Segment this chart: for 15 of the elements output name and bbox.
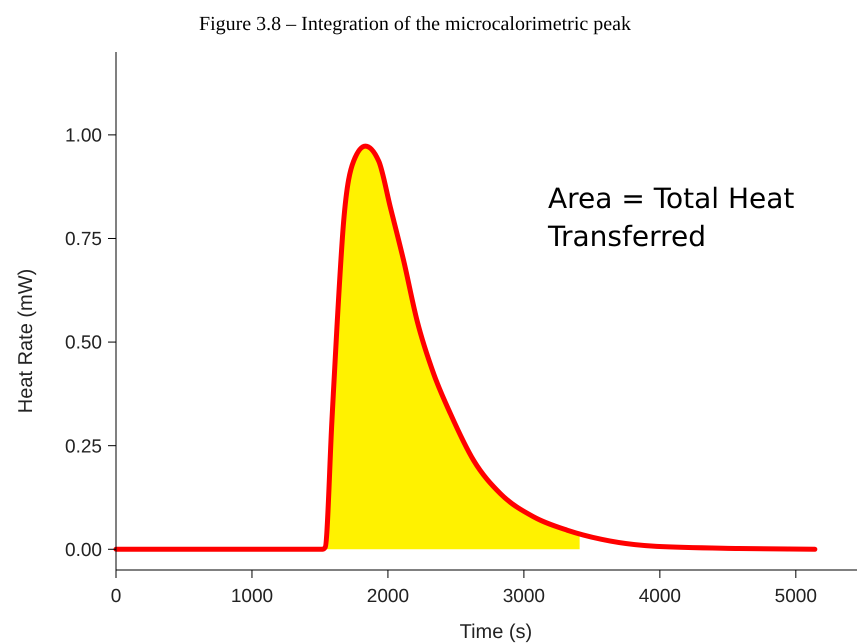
x-axis-title: Time (s) (460, 621, 532, 643)
x-tick-label: 5000 (774, 586, 817, 607)
x-tick-label: 3000 (502, 586, 546, 607)
y-tick-label: 0.00 (65, 540, 102, 561)
x-tick-label: 1000 (230, 586, 274, 607)
y-tick-label: 0.75 (65, 229, 102, 250)
x-tick-label: 4000 (638, 586, 681, 607)
x-tick-label: 2000 (366, 586, 410, 607)
chart-title: Figure 3.8 – Integration of the microcalorimetric peak (198, 13, 632, 35)
y-tick-label: 0.50 (65, 332, 102, 354)
x-tick-label: 0 (110, 586, 122, 607)
y-tick-label: 1.00 (65, 126, 102, 147)
y-tick-label: 0.25 (65, 436, 102, 458)
annotation: Area = Total Heat Transferred (547, 182, 794, 253)
y-axis-title: Heat Rate (mW) (15, 268, 37, 414)
